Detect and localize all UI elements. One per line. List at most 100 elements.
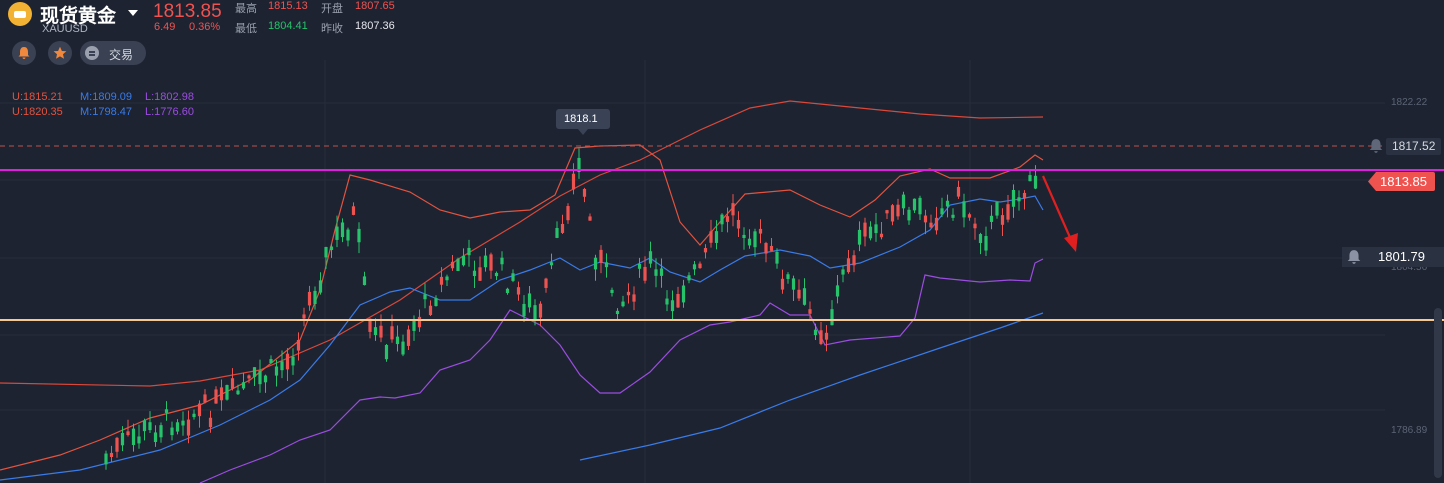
axis-tick: 1822.22 <box>1391 97 1428 108</box>
candle-body <box>769 245 774 251</box>
candle-body <box>830 309 834 326</box>
prev-close-label: 昨收 <box>321 23 343 35</box>
candle-body <box>533 305 537 321</box>
candle-body <box>835 285 840 297</box>
candle-body <box>692 264 697 270</box>
low-value: 1804.41 <box>268 20 308 32</box>
candle-body <box>709 231 713 243</box>
price-change-percent: 0.36% <box>189 21 221 33</box>
candle-body <box>676 293 680 308</box>
trade-button[interactable]: 交易 <box>80 41 146 65</box>
candle-body <box>324 247 328 258</box>
candle-body <box>698 263 702 269</box>
candle-body <box>395 336 400 345</box>
candle-body <box>357 228 361 243</box>
alert-row-lower[interactable] <box>1342 247 1444 267</box>
candle-body <box>478 267 482 281</box>
candle-body <box>967 214 972 218</box>
candle-body <box>637 263 642 269</box>
candle-body <box>929 222 933 228</box>
candle-body <box>956 186 961 197</box>
alert-price-tag-lower[interactable]: 1801.79 <box>1378 249 1425 264</box>
candle-body <box>428 305 433 316</box>
instrument-symbol: XAUUSD <box>42 23 88 35</box>
candle-body <box>434 298 438 307</box>
price-scale-scrollbar[interactable] <box>1434 308 1442 478</box>
candle-body <box>753 231 757 248</box>
candle-body <box>527 293 532 308</box>
candle-body <box>368 318 372 332</box>
candle-body <box>1033 175 1038 189</box>
candle-body <box>599 249 603 263</box>
candle-body <box>225 385 229 400</box>
candle-body <box>566 206 570 221</box>
candle-body <box>148 422 152 431</box>
high-value: 1815.13 <box>268 0 308 12</box>
candle-body <box>687 275 691 281</box>
candle-body <box>241 382 246 389</box>
candle-body <box>362 276 367 286</box>
candlestick-series <box>104 148 1038 470</box>
candle-body <box>681 285 686 303</box>
candle-body <box>115 437 119 452</box>
candle-body <box>351 206 356 215</box>
candle-body <box>560 223 565 233</box>
candle-body <box>406 329 411 346</box>
candle-body <box>252 367 257 377</box>
candle-body <box>786 274 790 279</box>
candle-body <box>1017 197 1021 202</box>
candle-body <box>329 246 334 251</box>
candle-body <box>258 370 262 385</box>
candle-body <box>483 255 488 268</box>
candle-body <box>940 208 944 215</box>
candle-body <box>885 210 889 214</box>
candle-body <box>214 389 218 404</box>
candle-body <box>1000 215 1005 225</box>
peak-price-label: 1818.1 <box>564 113 598 125</box>
candle-body <box>621 301 625 307</box>
bell-icon[interactable] <box>1346 249 1362 265</box>
alert-button[interactable] <box>12 41 36 65</box>
candle-body <box>945 200 950 207</box>
candle-body <box>516 287 521 295</box>
lower-band <box>199 258 1044 483</box>
candle-body <box>857 229 862 245</box>
candle-body <box>610 289 614 293</box>
instrument-title[interactable]: 现货黄金 <box>40 6 117 27</box>
candle-body <box>725 216 730 222</box>
candle-body <box>159 425 163 438</box>
candle-body <box>1022 192 1027 199</box>
candle-body <box>494 272 499 277</box>
last-price: 1813.85 <box>153 1 222 22</box>
candle-body <box>175 422 180 432</box>
candle-body <box>456 258 460 272</box>
candle-body <box>846 258 851 273</box>
chevron-down-icon[interactable] <box>128 10 138 16</box>
candle-body <box>1011 189 1016 207</box>
candle-body <box>632 294 636 302</box>
axis-tick: 1786.89 <box>1391 425 1428 436</box>
candle-body <box>170 427 174 436</box>
open-label: 开盘 <box>321 3 343 15</box>
favorite-button[interactable] <box>48 41 72 65</box>
bell-icon[interactable] <box>1368 138 1384 154</box>
candle-body <box>802 288 807 305</box>
candle-body <box>791 278 796 290</box>
candle-body <box>731 203 735 216</box>
candle-body <box>824 332 829 340</box>
candle-body <box>340 222 345 238</box>
candle-body <box>417 316 422 328</box>
candle-body <box>703 248 708 253</box>
candle-body <box>874 224 878 234</box>
high-label: 最高 <box>235 3 257 15</box>
candle-body <box>285 353 290 370</box>
candle-body <box>896 204 900 217</box>
candle-body <box>307 291 312 306</box>
alert-price-tag-upper[interactable]: 1817.52 <box>1386 138 1442 155</box>
candle-body <box>1006 204 1010 220</box>
candle-body <box>549 262 554 266</box>
candle-body <box>648 251 653 264</box>
candle-body <box>445 276 449 281</box>
candle-body <box>450 261 455 269</box>
